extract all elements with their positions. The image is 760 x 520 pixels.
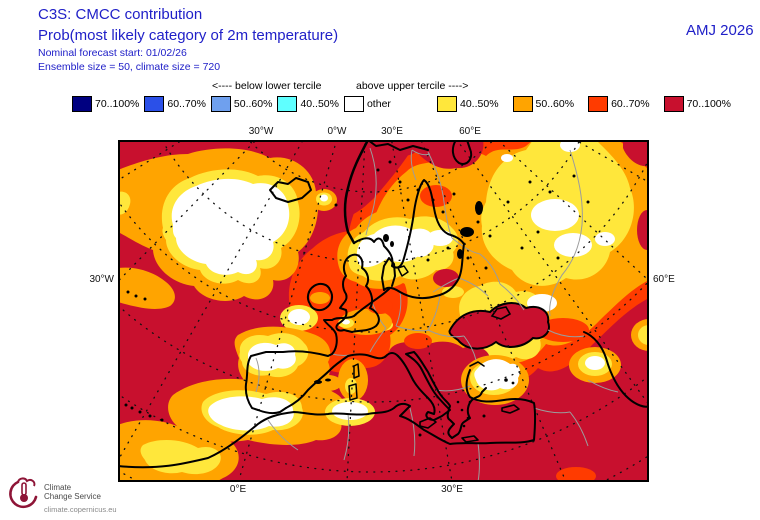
axis-label-top: 60°E bbox=[459, 126, 481, 137]
logo-text-line2: Change Service bbox=[44, 492, 101, 501]
legend-label: 50..60% bbox=[535, 98, 575, 110]
probability-contour-fills bbox=[118, 140, 649, 482]
axis-label-left: 30°W bbox=[89, 274, 114, 285]
legend-item: 50..60% bbox=[512, 96, 575, 112]
legend-label: 60..70% bbox=[167, 98, 206, 110]
axis-label-bottom: 30°E bbox=[441, 484, 463, 495]
legend-item: other bbox=[343, 96, 391, 112]
legend-swatch bbox=[144, 96, 165, 112]
copernicus-logo bbox=[6, 474, 42, 516]
legend-swatch bbox=[72, 96, 92, 112]
legend-swatch bbox=[277, 96, 298, 112]
legend-label: 40..50% bbox=[300, 98, 339, 110]
legend-swatch bbox=[588, 96, 609, 112]
logo-text: Climate Change Service bbox=[44, 483, 101, 501]
legend-label: 60..70% bbox=[611, 98, 650, 110]
axis-label-bottom: 0°E bbox=[229, 484, 247, 495]
legend-above-header: above upper tercile ----> bbox=[356, 80, 469, 92]
coastlines bbox=[118, 140, 649, 469]
legend-item: 60..70% bbox=[588, 96, 650, 112]
legend-swatch bbox=[663, 96, 684, 112]
legend-label: other bbox=[366, 98, 391, 110]
legend-below-header: <---- below lower tercile bbox=[212, 80, 322, 92]
legend-below-group: 70..100% 60..70% 50..60% 40..50% other bbox=[72, 96, 396, 112]
forecast-map bbox=[118, 140, 649, 482]
legend-item: 70..100% bbox=[663, 96, 731, 112]
legend-label: 70..100% bbox=[686, 98, 731, 110]
axis-label-top: 30°W bbox=[248, 126, 274, 137]
project-title: C3S: CMCC contribution bbox=[38, 6, 203, 23]
legend-above-group: 40..50% 50..60% 60..70% 70..100% bbox=[437, 96, 745, 112]
climate-change-service-icon bbox=[9, 477, 38, 509]
logo-text-line1: Climate bbox=[44, 483, 72, 492]
map-frame bbox=[118, 140, 649, 482]
ensemble-info: Ensemble size = 50, climate size = 720 bbox=[38, 61, 221, 73]
legend-item: 50..60% bbox=[210, 96, 273, 112]
legend-item: 70..100% bbox=[72, 96, 139, 112]
axis-label-top: 0°W bbox=[327, 126, 347, 137]
legend-item: 40..50% bbox=[277, 96, 339, 112]
axis-label-right: 60°E bbox=[653, 274, 675, 285]
legend-label: 70..100% bbox=[95, 98, 140, 110]
legend-item: 60..70% bbox=[144, 96, 206, 112]
legend-label: 50..60% bbox=[233, 98, 273, 110]
logo-url: climate.copernicus.eu bbox=[44, 505, 117, 514]
legend-swatch bbox=[210, 96, 231, 112]
graticule-dotted-lines bbox=[118, 140, 649, 482]
map-canvas bbox=[118, 140, 649, 482]
season-label: AMJ 2026 bbox=[686, 22, 754, 39]
forecast-start: Nominal forecast start: 01/02/26 bbox=[38, 47, 187, 59]
page-title: Prob(most likely category of 2m temperat… bbox=[38, 27, 339, 44]
axis-label-top: 30°E bbox=[381, 126, 403, 137]
lakes-islands bbox=[124, 160, 590, 437]
legend-swatch bbox=[343, 96, 364, 112]
legend-label: 40..50% bbox=[460, 98, 499, 110]
legend-item: 40..50% bbox=[437, 96, 499, 112]
legend-swatch bbox=[437, 96, 457, 112]
legend-swatch bbox=[512, 96, 533, 112]
